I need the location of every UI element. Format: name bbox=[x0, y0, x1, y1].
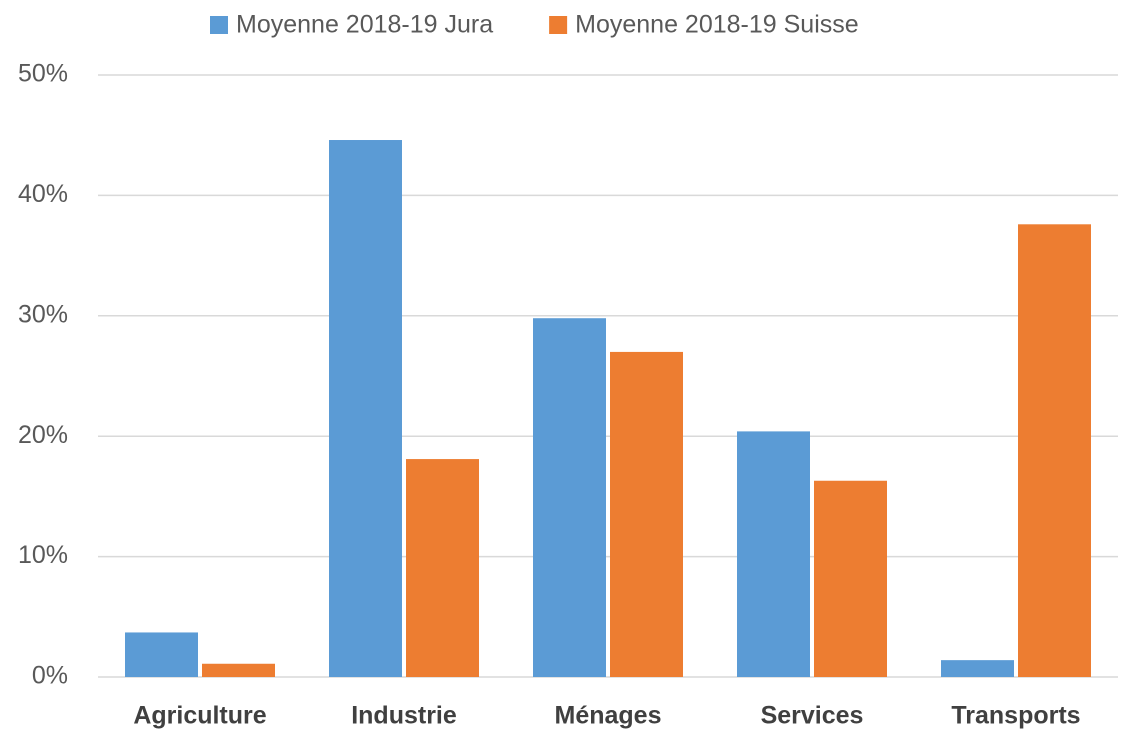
y-tick-label: 20% bbox=[18, 421, 68, 449]
legend-label: Moyenne 2018-19 Jura bbox=[236, 11, 493, 39]
x-tick-label: Agriculture bbox=[133, 702, 266, 730]
y-tick-label: 50% bbox=[18, 60, 68, 88]
legend-label: Moyenne 2018-19 Suisse bbox=[575, 11, 859, 39]
x-tick-label: Transports bbox=[951, 702, 1080, 730]
bar bbox=[814, 480, 887, 677]
y-tick-label: 30% bbox=[18, 300, 68, 328]
x-tick-label: Industrie bbox=[351, 702, 457, 730]
bar bbox=[533, 318, 606, 677]
bar bbox=[737, 431, 810, 677]
legend-swatch bbox=[210, 16, 228, 34]
bar bbox=[202, 663, 275, 677]
bar bbox=[406, 459, 479, 677]
x-tick-label: Services bbox=[761, 702, 864, 730]
bar bbox=[329, 140, 402, 678]
legend-swatch bbox=[549, 16, 568, 34]
bar bbox=[125, 632, 198, 677]
y-tick-label: 0% bbox=[32, 662, 68, 690]
x-tick-label: Ménages bbox=[555, 702, 662, 730]
y-tick-label: 40% bbox=[18, 180, 68, 208]
bar bbox=[610, 351, 683, 677]
y-tick-label: 10% bbox=[18, 541, 68, 569]
bar bbox=[1018, 224, 1091, 677]
bar bbox=[941, 660, 1014, 677]
